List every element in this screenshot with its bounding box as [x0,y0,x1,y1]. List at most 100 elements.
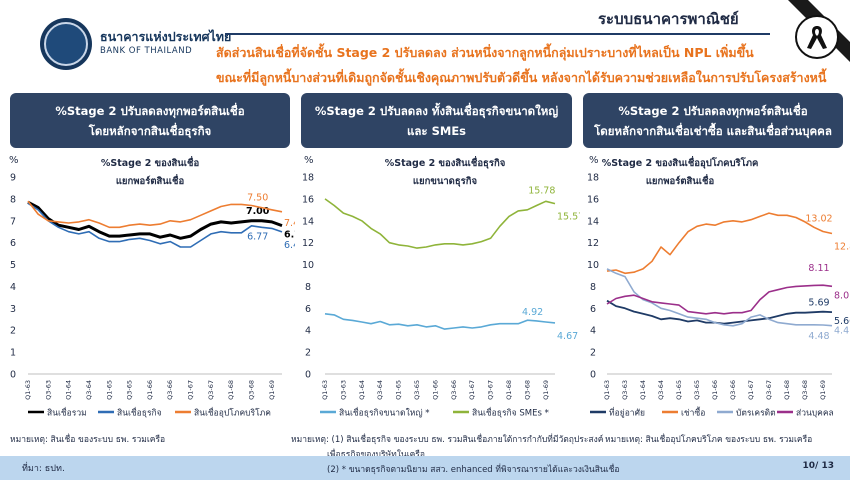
x-tick-label: Q1-64 [65,380,73,400]
data-label: 15.57 [557,212,580,223]
x-tick-label: Q3-66 [450,380,458,400]
bank-name-en: BANK OF THAILAND [100,46,193,56]
x-tick-label: Q3-68 [523,380,531,400]
series-line [606,212,833,275]
section-title: ระบบธนาคารพาณิชย์ [598,10,739,28]
y-tick-label: 6 [305,304,311,315]
y-tick-label: 18 [302,173,314,184]
x-tick-label: Q3-64 [85,380,93,400]
x-tick-label: Q3-67 [765,380,773,400]
y-tick-label: 9 [10,173,16,184]
y-tick-label: 5 [10,260,16,271]
x-tick-label: Q1-67 [468,380,476,400]
data-label: 7.00 [246,206,270,217]
x-tick-label: Q3-68 [801,380,809,400]
data-label: 4.41 [834,326,850,337]
x-tick-label: Q1-64 [639,380,647,400]
panel-header-3: %Stage 2 ปรับลดลงทุกพอร์ตสินเชื่อ โดยหลั… [583,93,843,148]
chart-title: %Stage 2 ของสินเชื่ออุปโภคบริโภค [602,155,759,169]
x-tick-label: Q3-64 [657,380,665,400]
x-tick-label: Q1-63 [24,380,32,400]
panel-header-2: %Stage 2 ปรับลดลง ทั้งสินเชื่อธุรกิจขนาด… [301,93,572,148]
x-tick-label: Q3-65 [126,380,134,400]
y-tick-label: 3 [10,304,16,315]
note-chart-2-a: หมายเหตุ: (1) สินเชื่อธุรกิจ ของระบบ ธพ.… [291,435,604,445]
data-label: 7.41 [284,218,295,229]
y-tick-label: 0 [590,370,596,381]
note-chart-2-c: (2) * ขนาดธุรกิจตามนิยาม สสว. enhanced ท… [327,465,620,475]
y-tick-label: 8 [10,194,16,205]
data-label: 4.48 [808,331,829,342]
legend-label: ที่อยู่อาศัย [609,407,645,419]
bank-name-th: ธนาคารแห่งประเทศไทย [100,29,232,44]
x-tick-label: Q3-65 [413,380,421,400]
mourning-ribbon-icon [795,15,839,59]
series-line [324,313,556,330]
chart-title: %Stage 2 ของสินเชื่อธุรกิจ [385,155,506,169]
y-tick-label: 7 [10,216,16,227]
note-chart-2-b: เพื่อธุรกิจของบริษัทในเครือ [327,450,425,460]
y-tick-label: 14 [587,216,599,227]
data-label: 13.02 [805,214,832,225]
panel-header-1-line1: %Stage 2 ปรับลดลงทุกพอร์ตสินเชื่อ [55,103,245,118]
x-tick-label: Q1-65 [675,380,683,400]
x-tick-label: Q1-69 [268,380,276,400]
x-tick-label: Q1-68 [783,380,791,400]
y-axis-label: % [9,155,19,166]
x-tick-label: Q1-64 [358,380,366,400]
legend-label: ส่วนบุคคล [796,409,834,419]
series-line [27,200,283,229]
x-tick-label: Q1-66 [431,380,439,400]
x-tick-label: Q3-63 [621,380,629,400]
data-label: 5.66 [834,316,850,327]
panel-header-1: %Stage 2 ปรับลดลงทุกพอร์ตสินเชื่อ โดยหลั… [10,93,290,148]
y-tick-label: 18 [587,173,599,184]
x-tick-label: Q1-63 [321,380,329,400]
chart-subtitle: แยกขนาดธุรกิจ [413,176,477,187]
data-label: 4.92 [522,307,543,318]
data-label: 5.69 [808,298,829,309]
series-line [606,268,833,327]
chart-title: %Stage 2 ของสินเชื่อ [101,155,200,169]
panel-header-3-line2: โดยหลักจากสินเชื่อเช่าซื้อ และสินเชื่อส่… [594,123,832,138]
data-label: 6.77 [247,231,268,242]
x-tick-label: Q1-66 [146,380,154,400]
y-tick-label: 8 [590,282,596,293]
y-axis-label: % [304,155,314,166]
headline-line-1: สัดส่วนสินเชื่อที่จัดชั้น Stage 2 ปรับลด… [216,45,754,60]
x-tick-label: Q3-66 [166,380,174,400]
legend-label: สินเชื่ออุปโภคบริโภค [194,407,271,419]
chart-subtitle: แยกพอร์ตสินเชื่อ [646,173,715,187]
y-tick-label: 16 [302,194,314,205]
x-tick-label: Q1-69 [819,380,827,400]
x-tick-label: Q1-68 [505,380,513,400]
y-tick-label: 2 [590,348,596,359]
footer-source: ที่มา: ธปท. [22,464,65,474]
y-tick-label: 10 [302,260,314,271]
data-label: 6.49 [284,240,295,251]
y-tick-label: 10 [587,260,599,271]
data-label: 6.78 [284,230,295,241]
y-tick-label: 0 [305,370,311,381]
note-chart-1: หมายเหตุ: สินเชื่อ ของระบบ ธพ. รวมเครือ [10,435,166,445]
page-number: 10/ 13 [802,461,834,471]
x-tick-label: Q1-63 [603,380,611,400]
y-tick-label: 4 [305,326,311,337]
x-tick-label: Q3-63 [339,380,347,400]
x-tick-label: Q3-65 [693,380,701,400]
legend-label: สินเชื่อรวม [47,407,87,419]
x-tick-label: Q1-66 [711,380,719,400]
y-tick-label: 0 [10,370,16,381]
x-tick-label: Q3-64 [376,380,384,400]
x-tick-label: Q3-67 [207,380,215,400]
y-tick-label: 4 [10,282,16,293]
series-line [606,299,833,325]
y-tick-label: 2 [10,326,16,337]
panel-header-2-line2: และ SMEs [406,123,467,138]
data-label: 8.01 [834,290,850,301]
panel-header-3-line1: %Stage 2 ปรับลดลงทุกพอร์ตสินเชื่อ [618,103,808,118]
x-tick-label: Q3-63 [44,380,52,400]
headline-line-2: ขณะที่มีลูกหนี้บางส่วนที่เดิมถูกจัดชั้นเ… [216,70,827,85]
title-rule [225,33,770,35]
